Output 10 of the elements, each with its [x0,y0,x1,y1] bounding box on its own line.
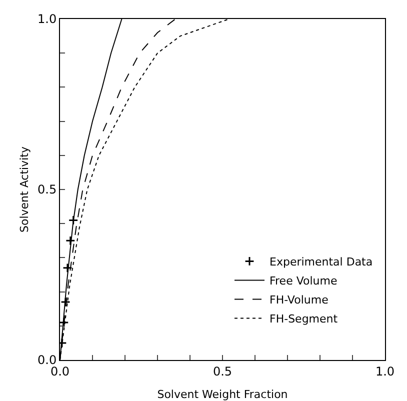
legend-label: Free Volume [270,274,338,288]
legend-label: FH-Volume [270,294,329,307]
x-axis-title: Solvent Weight Fraction [157,388,288,401]
y-tick-label: 0.5 [38,182,57,197]
x-tick-label: 0.5 [212,364,232,378]
y-tick-label: 1.0 [38,12,57,26]
legend-label: FH-Segment [270,312,338,326]
legend-label: Experimental Data [270,256,373,269]
y-axis-title: Solvent Activity [18,146,31,232]
x-tick-label: 1.0 [375,364,395,378]
